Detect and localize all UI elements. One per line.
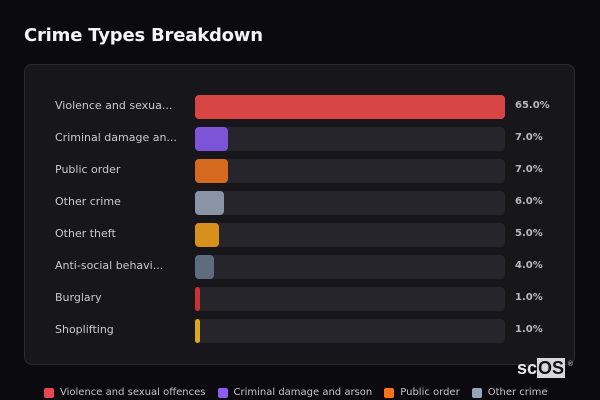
registered-mark: ® (567, 361, 574, 368)
bar-label: Other crime (55, 195, 121, 208)
legend-label: Criminal damage and arson (233, 387, 373, 398)
bar-track (195, 191, 505, 215)
bar-track (195, 127, 505, 151)
bar-track (195, 255, 505, 279)
bar-track (195, 319, 505, 343)
bar-fill[interactable] (195, 319, 200, 343)
bar-track (195, 95, 505, 119)
bar-fill[interactable] (195, 191, 224, 215)
bar-fill[interactable] (195, 287, 200, 311)
legend-swatch-icon (384, 387, 395, 398)
legend-swatch-icon (44, 387, 54, 398)
bar-fill[interactable] (195, 159, 229, 183)
bar-value: 7.0% (515, 132, 543, 143)
bar-value: 5.0% (515, 228, 543, 239)
bar-row[interactable]: Criminal damage an... 7.0% (25, 127, 574, 151)
bar-row[interactable]: Public order 7.0% (25, 159, 574, 183)
legend-swatch-icon (471, 387, 482, 398)
logo-prefix: sc (517, 358, 538, 378)
bar-row[interactable]: Other crime 6.0% (25, 191, 574, 215)
bar-row[interactable]: Shoplifting 1.0% (25, 319, 574, 343)
bar-fill[interactable] (195, 255, 215, 279)
bar-label: Burglary (55, 291, 102, 304)
bar-value: 1.0% (515, 292, 543, 303)
legend-item[interactable]: Other crime (471, 387, 548, 398)
bar-track (195, 223, 505, 247)
bar-track (195, 159, 505, 183)
scos-logo: scOS ® (517, 358, 573, 378)
legend-item[interactable]: Criminal damage and arson (217, 387, 373, 398)
bar-label: Violence and sexua... (55, 99, 173, 112)
chart-card: Violence and sexua... 65.0% Criminal damag… (24, 64, 575, 365)
chart-legend: Violence and sexual offences Criminal dam… (44, 387, 548, 398)
bar-track (195, 287, 505, 311)
bar-label: Criminal damage an... (55, 131, 177, 144)
bar-value: 1.0% (515, 324, 543, 335)
bar-value: 7.0% (515, 164, 543, 175)
legend-label: Public order (400, 387, 460, 398)
legend-swatch-icon (217, 387, 228, 398)
chart-title: Crime Types Breakdown (24, 25, 263, 46)
bar-label: Anti-social behavi... (55, 259, 164, 272)
bar-label: Public order (55, 163, 121, 176)
legend-label: Violence and sexual offences (60, 387, 206, 398)
bar-row[interactable]: Anti-social behavi... 4.0% (25, 255, 574, 279)
bar-label: Other theft (55, 227, 116, 240)
bar-row[interactable]: Violence and sexua... 65.0% (25, 95, 574, 119)
bar-fill[interactable] (195, 127, 229, 151)
bar-fill[interactable] (195, 223, 219, 247)
legend-label: Other crime (487, 387, 548, 398)
legend-item[interactable]: Public order (384, 387, 460, 398)
bar-value: 4.0% (515, 260, 543, 271)
legend-item[interactable]: Violence and sexual offences (44, 387, 206, 398)
bar-value: 65.0% (515, 100, 550, 111)
bar-fill[interactable] (195, 95, 505, 119)
logo-highlight: OS (537, 358, 566, 378)
bar-row[interactable]: Other theft 5.0% (25, 223, 574, 247)
bar-row[interactable]: Burglary 1.0% (25, 287, 574, 311)
bar-label: Shoplifting (55, 323, 114, 336)
bar-value: 6.0% (515, 196, 543, 207)
